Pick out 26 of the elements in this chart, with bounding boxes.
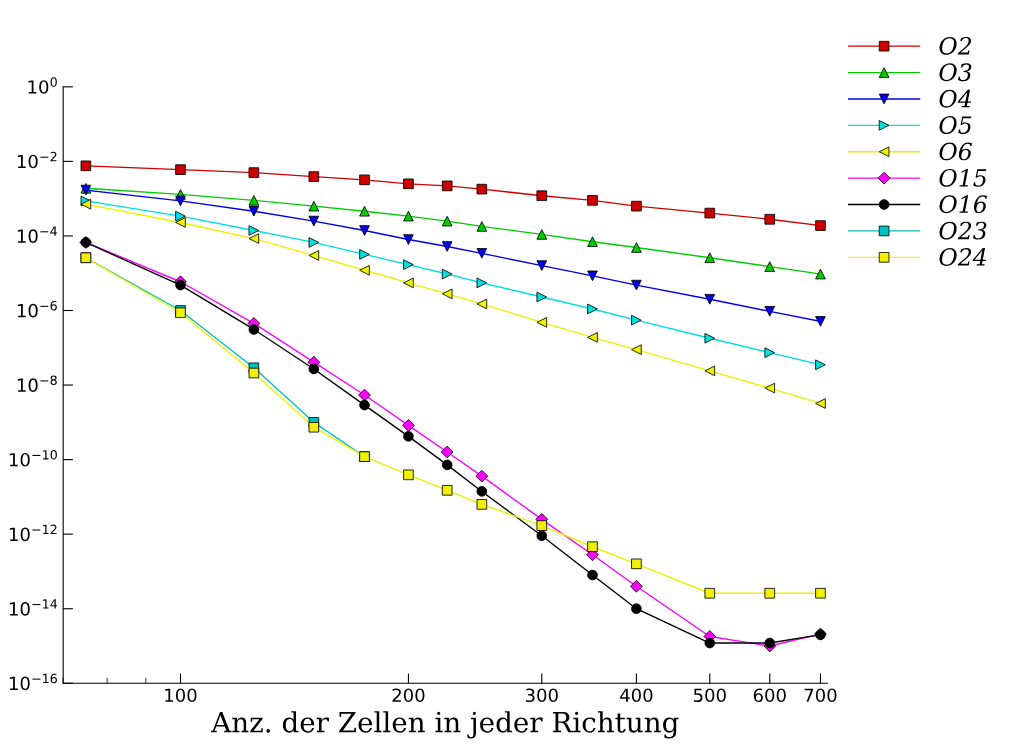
legend-label: O24 bbox=[939, 248, 987, 266]
x-tick-label: 200 bbox=[392, 688, 425, 703]
y-tick-label: 10$^{−6}$ bbox=[17, 300, 57, 318]
x-tick-label: 600 bbox=[753, 688, 786, 703]
y-tick-label: 10$^{−4}$ bbox=[17, 226, 57, 243]
legend-label: O16 bbox=[939, 195, 988, 214]
legend-label: O23 bbox=[939, 221, 987, 240]
x-tick-label: 300 bbox=[525, 688, 558, 703]
legend-label: O2 bbox=[939, 36, 972, 55]
y-tick-label: 10$^{−2}$ bbox=[17, 151, 57, 169]
y-tick-label: 10$^{−10}$ bbox=[9, 450, 57, 467]
x-tick-label: 100 bbox=[165, 688, 197, 703]
legend-label: O4 bbox=[939, 89, 972, 108]
legend-label: O6 bbox=[939, 142, 972, 161]
y-tick-label: 10$^{−8}$ bbox=[17, 375, 57, 393]
legend-label: O5 bbox=[939, 116, 972, 134]
legend-label: O15 bbox=[939, 168, 987, 187]
x-axis-title: Anz. der Zellen in jeder Richtung bbox=[211, 711, 679, 739]
y-tick-label: 10$^{−16}$ bbox=[9, 673, 57, 691]
x-tick-label: 400 bbox=[620, 688, 653, 703]
y-tick-label: 10$^{−12}$ bbox=[9, 524, 57, 542]
legend-label: O3 bbox=[939, 63, 972, 82]
x-tick-label: 500 bbox=[693, 688, 726, 703]
y-tick-label: 10$^{0}$ bbox=[28, 77, 57, 94]
x-tick-label: 700 bbox=[804, 688, 837, 703]
y-tick-label: 10$^{−14}$ bbox=[9, 599, 58, 616]
